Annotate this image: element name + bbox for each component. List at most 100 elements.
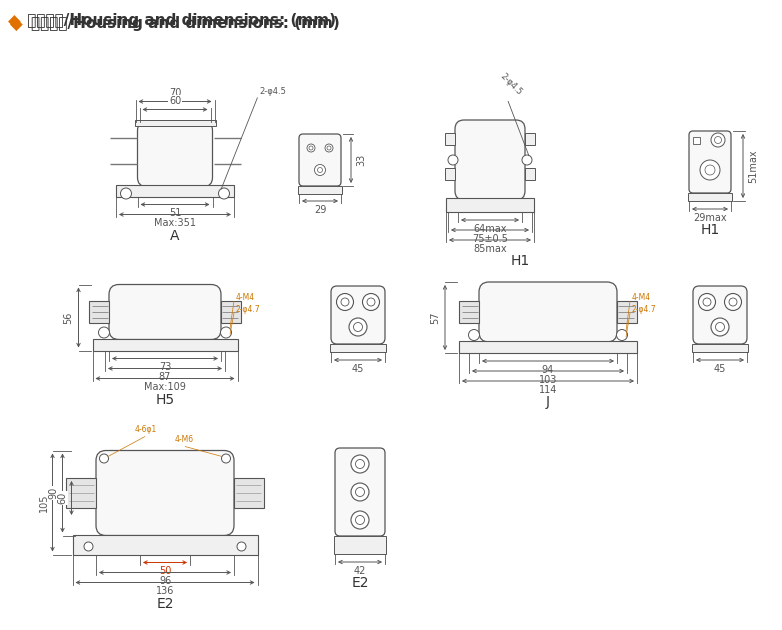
Bar	[89, 301, 109, 323]
Text: 51: 51	[169, 209, 181, 219]
Text: 75±0.5: 75±0.5	[472, 234, 508, 244]
Circle shape	[99, 327, 109, 338]
Text: 60: 60	[169, 96, 181, 105]
Text: 85max: 85max	[473, 244, 507, 254]
Circle shape	[705, 165, 715, 175]
Bar	[234, 478, 264, 508]
Bar	[459, 301, 479, 323]
Circle shape	[221, 327, 231, 338]
Circle shape	[616, 329, 627, 340]
Circle shape	[309, 146, 313, 150]
Text: Max:109: Max:109	[144, 382, 186, 392]
FancyBboxPatch shape	[689, 131, 731, 193]
Circle shape	[99, 454, 109, 463]
Bar	[525, 168, 535, 180]
Bar	[66, 478, 96, 508]
Text: 105: 105	[38, 493, 48, 512]
Circle shape	[356, 515, 364, 525]
Text: 29: 29	[314, 205, 326, 215]
Circle shape	[120, 188, 131, 199]
Text: Max:351: Max:351	[154, 219, 196, 229]
Circle shape	[367, 298, 375, 306]
Circle shape	[711, 133, 725, 147]
Text: 4-6φ1: 4-6φ1	[135, 425, 157, 435]
Text: 96: 96	[159, 576, 171, 587]
Text: 42: 42	[353, 566, 366, 576]
Text: 114: 114	[539, 385, 558, 395]
Bar	[617, 301, 637, 323]
Text: 60: 60	[58, 492, 67, 504]
Text: 51max: 51max	[748, 149, 758, 183]
Circle shape	[317, 168, 322, 173]
Circle shape	[307, 144, 315, 152]
Text: 56: 56	[63, 311, 74, 324]
Text: 87: 87	[159, 372, 171, 382]
Text: 45: 45	[714, 364, 726, 374]
Circle shape	[314, 164, 325, 176]
Circle shape	[336, 294, 353, 311]
Circle shape	[218, 188, 229, 199]
Circle shape	[522, 155, 532, 165]
Text: 90: 90	[48, 487, 59, 499]
Text: A: A	[170, 229, 180, 243]
Bar	[688, 193, 732, 201]
Circle shape	[351, 455, 369, 473]
Text: 70: 70	[169, 88, 181, 98]
Circle shape	[349, 318, 367, 336]
Circle shape	[716, 323, 724, 331]
Bar	[298, 186, 342, 194]
Circle shape	[698, 294, 716, 311]
Text: 64max: 64max	[473, 224, 507, 234]
Circle shape	[724, 294, 741, 311]
Bar	[693, 137, 700, 144]
FancyBboxPatch shape	[299, 134, 341, 186]
Text: 29max: 29max	[693, 213, 726, 223]
Text: 94: 94	[542, 365, 554, 375]
Circle shape	[327, 146, 331, 150]
FancyBboxPatch shape	[331, 286, 385, 344]
Bar	[330, 344, 386, 352]
Circle shape	[325, 144, 333, 152]
Text: H1: H1	[511, 254, 529, 268]
Bar	[459, 341, 637, 353]
Text: E2: E2	[156, 597, 174, 610]
Circle shape	[353, 323, 363, 331]
Bar	[73, 534, 257, 554]
Circle shape	[356, 459, 364, 469]
Text: H1: H1	[701, 223, 719, 237]
Circle shape	[700, 160, 720, 180]
Text: 2-φ4.5: 2-φ4.5	[498, 72, 523, 97]
Circle shape	[221, 454, 231, 463]
Circle shape	[729, 298, 737, 306]
Circle shape	[448, 155, 458, 165]
FancyBboxPatch shape	[109, 285, 221, 340]
Text: 136: 136	[156, 587, 174, 597]
Circle shape	[351, 483, 369, 501]
Bar	[92, 338, 238, 350]
Text: 103: 103	[539, 375, 558, 385]
Bar	[692, 344, 748, 352]
Bar	[445, 133, 455, 145]
Text: 2-φ4.5: 2-φ4.5	[260, 86, 286, 96]
Text: 57: 57	[430, 311, 440, 324]
Text: 2-φ4.7: 2-φ4.7	[236, 306, 260, 314]
Circle shape	[363, 294, 379, 311]
Text: ◆: ◆	[8, 13, 21, 31]
Circle shape	[84, 542, 93, 551]
Text: 33: 33	[356, 154, 366, 166]
Text: 73: 73	[159, 362, 171, 372]
Circle shape	[341, 298, 349, 306]
Text: 外型尺寸/Housing and dimensions: (mm): 外型尺寸/Housing and dimensions: (mm)	[31, 16, 340, 32]
Circle shape	[711, 318, 729, 336]
Text: J: J	[546, 395, 550, 409]
Text: 4-M4: 4-M4	[632, 292, 651, 302]
Circle shape	[715, 137, 722, 144]
Bar	[334, 536, 386, 554]
FancyBboxPatch shape	[693, 286, 747, 344]
FancyBboxPatch shape	[138, 122, 213, 186]
Bar	[221, 301, 241, 323]
Text: ◆: ◆	[10, 16, 23, 35]
FancyBboxPatch shape	[96, 450, 234, 536]
Text: 4-M4: 4-M4	[236, 292, 255, 302]
Bar	[116, 185, 234, 197]
